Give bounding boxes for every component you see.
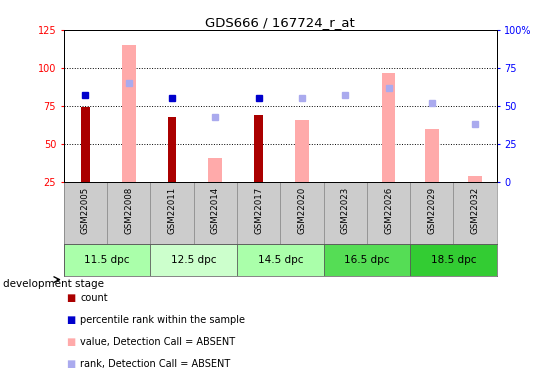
Text: rank, Detection Call = ABSENT: rank, Detection Call = ABSENT (80, 359, 231, 369)
Text: 11.5 dpc: 11.5 dpc (84, 255, 130, 265)
Bar (382, 72, 395, 182)
Text: GSM22008: GSM22008 (124, 187, 133, 234)
Bar (150, 182, 194, 244)
Bar (237, 182, 280, 244)
Bar (468, 176, 482, 182)
Text: count: count (80, 294, 108, 303)
Text: GSM22014: GSM22014 (211, 187, 220, 234)
Bar (168, 117, 176, 182)
Text: development stage: development stage (3, 279, 104, 289)
Bar (453, 182, 497, 244)
Text: 14.5 dpc: 14.5 dpc (258, 255, 303, 265)
Bar (410, 182, 453, 244)
Text: 12.5 dpc: 12.5 dpc (171, 255, 216, 265)
Text: GSM22029: GSM22029 (427, 187, 436, 234)
Text: GSM22011: GSM22011 (168, 187, 176, 234)
Bar (324, 182, 367, 244)
Bar (64, 244, 150, 276)
Text: value, Detection Call = ABSENT: value, Detection Call = ABSENT (80, 337, 236, 347)
Text: ■: ■ (67, 315, 76, 325)
Text: GSM22020: GSM22020 (297, 187, 306, 234)
Text: GSM22023: GSM22023 (341, 187, 350, 234)
Bar (81, 108, 90, 182)
Text: ■: ■ (67, 294, 76, 303)
Bar (280, 182, 324, 244)
Bar (410, 244, 497, 276)
Bar (254, 115, 263, 182)
Bar (150, 244, 237, 276)
Bar (64, 182, 107, 244)
Text: ■: ■ (67, 359, 76, 369)
Bar (367, 182, 410, 244)
Text: GSM22005: GSM22005 (81, 187, 90, 234)
Text: 16.5 dpc: 16.5 dpc (344, 255, 390, 265)
Text: 18.5 dpc: 18.5 dpc (431, 255, 476, 265)
Title: GDS666 / 167724_r_at: GDS666 / 167724_r_at (205, 16, 355, 29)
Bar (237, 244, 324, 276)
Text: percentile rank within the sample: percentile rank within the sample (80, 315, 245, 325)
Bar (209, 158, 222, 182)
Bar (324, 244, 410, 276)
Bar (425, 129, 438, 182)
Text: ■: ■ (67, 337, 76, 347)
Text: GSM22017: GSM22017 (254, 187, 263, 234)
Bar (295, 120, 309, 182)
Text: GSM22026: GSM22026 (384, 187, 393, 234)
Bar (194, 182, 237, 244)
Text: GSM22032: GSM22032 (471, 187, 480, 234)
Bar (122, 45, 135, 182)
Bar (107, 182, 150, 244)
